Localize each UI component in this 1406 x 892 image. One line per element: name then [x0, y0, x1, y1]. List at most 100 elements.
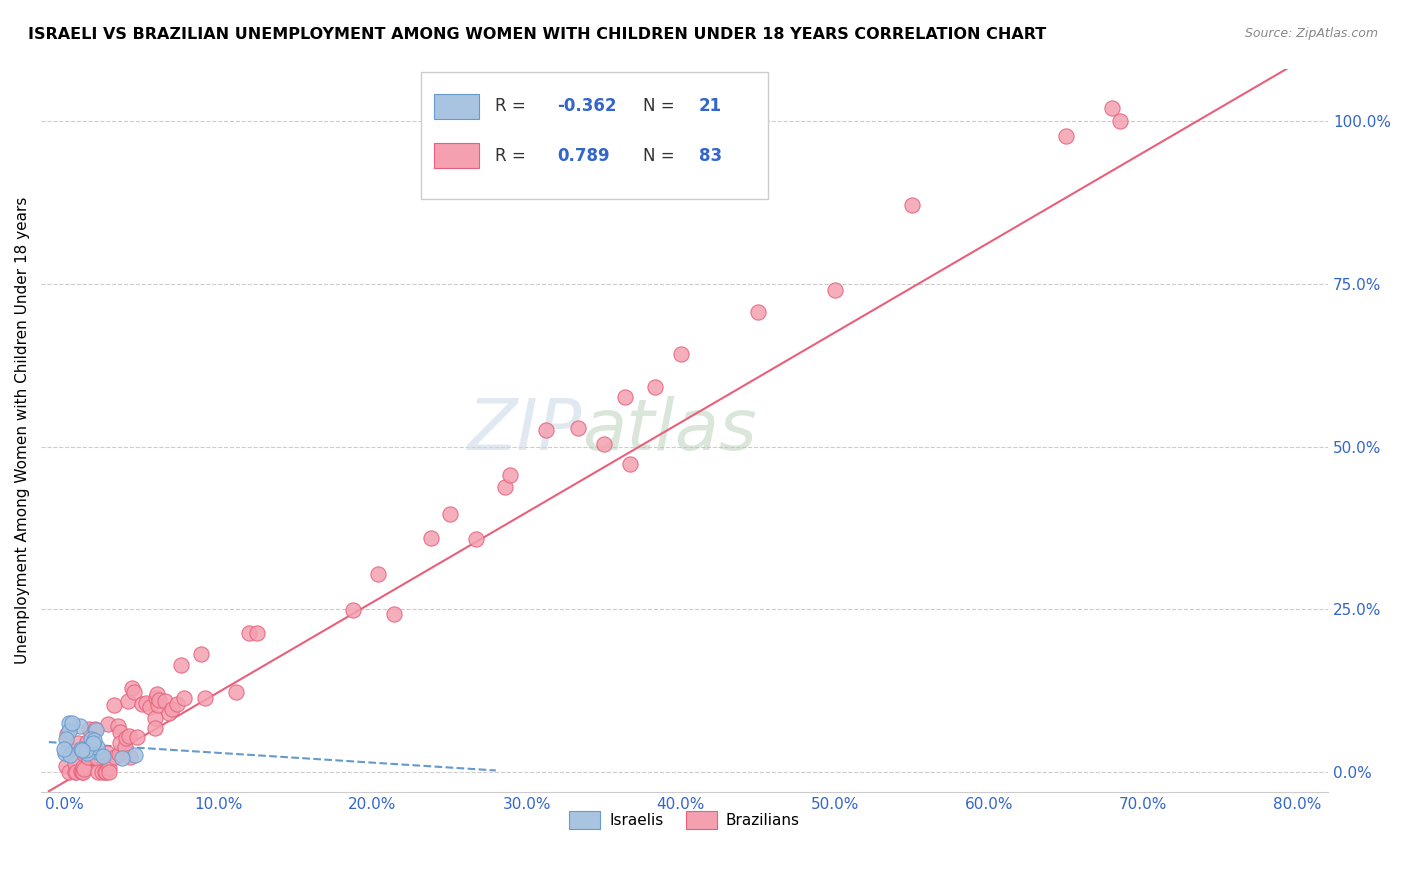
Point — [465, 532, 488, 546]
Point — [124, 747, 146, 762]
Point — [72, 760, 94, 774]
FancyBboxPatch shape — [420, 72, 768, 200]
Text: 83: 83 — [699, 146, 721, 165]
Point — [143, 711, 166, 725]
Point — [91, 765, 114, 780]
Point — [145, 691, 167, 706]
Point — [76, 746, 98, 760]
Point — [439, 508, 461, 522]
Point — [824, 283, 846, 297]
Point — [592, 436, 614, 450]
Legend: Israelis, Brazilians: Israelis, Brazilians — [564, 805, 806, 835]
Point — [194, 691, 217, 706]
Point — [86, 739, 108, 754]
Point — [58, 715, 80, 730]
Point — [494, 480, 516, 494]
Text: Source: ZipAtlas.com: Source: ZipAtlas.com — [1244, 27, 1378, 40]
Point — [111, 750, 134, 764]
Point — [76, 735, 98, 749]
Point — [1101, 101, 1123, 115]
Point — [139, 700, 162, 714]
Point — [342, 603, 364, 617]
Point — [103, 698, 125, 712]
Point — [644, 380, 666, 394]
Point — [166, 698, 188, 712]
Point — [75, 743, 97, 757]
Point — [59, 747, 82, 762]
Point — [83, 739, 105, 753]
Point — [80, 731, 103, 746]
Point — [114, 731, 136, 745]
Point — [72, 765, 94, 780]
Point — [135, 696, 157, 710]
Text: ZIP: ZIP — [467, 396, 582, 465]
Point — [125, 730, 148, 744]
Point — [108, 747, 131, 762]
Point — [148, 698, 170, 712]
Point — [55, 727, 77, 741]
Point — [107, 719, 129, 733]
Point — [77, 749, 100, 764]
FancyBboxPatch shape — [433, 143, 478, 169]
Text: -0.362: -0.362 — [557, 97, 617, 115]
Point — [53, 746, 76, 760]
Point — [70, 764, 93, 779]
Point — [170, 658, 193, 673]
Point — [84, 723, 107, 737]
Point — [73, 762, 96, 776]
Point — [60, 716, 83, 731]
Point — [118, 729, 141, 743]
Point — [77, 722, 100, 736]
Point — [84, 722, 107, 736]
Point — [146, 687, 169, 701]
Point — [499, 468, 522, 483]
Point — [63, 765, 86, 780]
Point — [1054, 129, 1077, 144]
Point — [619, 458, 641, 472]
Point — [82, 736, 104, 750]
Point — [121, 681, 143, 696]
Point — [567, 421, 589, 435]
FancyBboxPatch shape — [433, 94, 478, 120]
Point — [173, 690, 195, 705]
Point — [108, 725, 131, 739]
Point — [87, 745, 110, 759]
Point — [225, 685, 247, 699]
Point — [55, 732, 77, 747]
Point — [72, 743, 94, 757]
Point — [534, 424, 557, 438]
Point — [747, 305, 769, 319]
Point — [110, 736, 132, 750]
Point — [93, 765, 115, 780]
Point — [97, 717, 120, 731]
Point — [60, 744, 83, 758]
Text: 21: 21 — [699, 97, 721, 115]
Text: N =: N = — [644, 146, 681, 165]
Point — [238, 625, 260, 640]
Point — [104, 749, 127, 764]
Point — [901, 198, 924, 212]
Point — [148, 693, 170, 707]
Point — [91, 749, 114, 764]
Point — [114, 740, 136, 755]
Point — [94, 764, 117, 779]
Point — [69, 741, 91, 756]
Text: R =: R = — [495, 97, 531, 115]
Text: N =: N = — [644, 97, 681, 115]
Point — [382, 607, 405, 622]
Point — [96, 746, 118, 760]
Point — [117, 694, 139, 708]
Point — [419, 531, 441, 545]
Point — [66, 736, 89, 750]
Point — [190, 647, 212, 661]
Point — [58, 765, 80, 780]
Point — [72, 747, 94, 761]
Text: ISRAELI VS BRAZILIAN UNEMPLOYMENT AMONG WOMEN WITH CHILDREN UNDER 18 YEARS CORRE: ISRAELI VS BRAZILIAN UNEMPLOYMENT AMONG … — [28, 27, 1046, 42]
Point — [157, 706, 180, 721]
Point — [69, 719, 91, 733]
Point — [65, 765, 87, 780]
Y-axis label: Unemployment Among Women with Children Under 18 years: Unemployment Among Women with Children U… — [15, 196, 30, 664]
Point — [131, 698, 153, 712]
Point — [1109, 113, 1132, 128]
Text: 0.789: 0.789 — [557, 146, 610, 165]
